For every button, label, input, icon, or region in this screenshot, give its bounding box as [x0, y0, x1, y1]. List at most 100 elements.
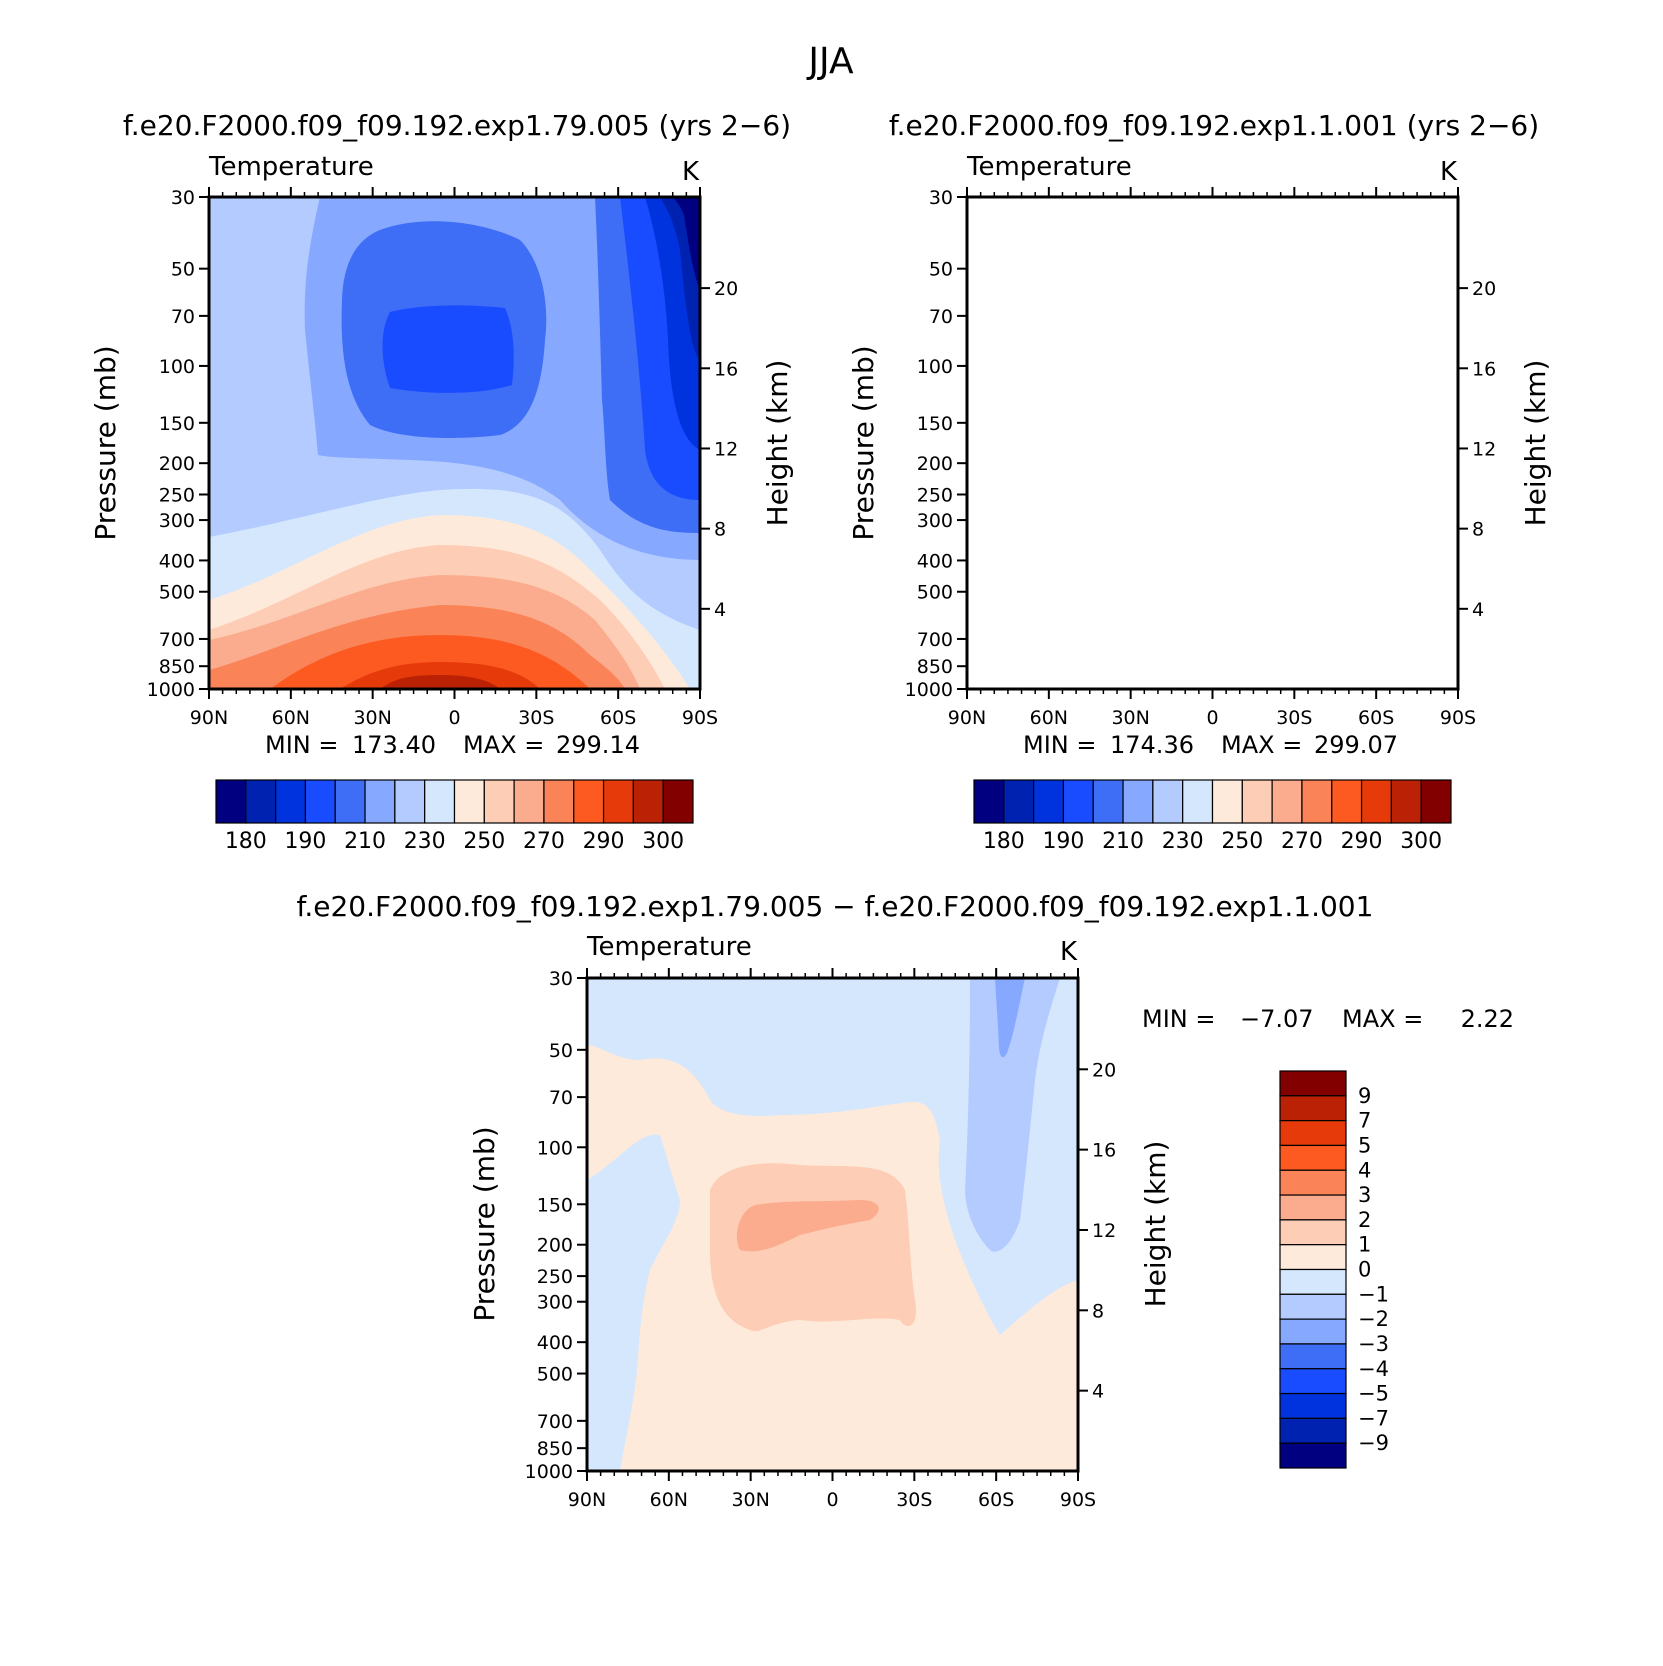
- colorbar-swatch: [215, 779, 247, 824]
- colorbar-swatch: [245, 779, 277, 824]
- contour-fill-190: [1141, 197, 1459, 500]
- contour-fill-290: [1098, 662, 1298, 689]
- colorbar-label: 270: [1281, 829, 1323, 854]
- colorbar-swatch: [453, 779, 485, 824]
- colorbar-label: 290: [583, 829, 625, 854]
- right-units: K: [1440, 157, 1458, 187]
- contour-fill-175: [1430, 197, 1458, 290]
- right-panel: 305070100150200250300400500700850100090N…: [847, 152, 1552, 854]
- left-subtitle: Temperature: [208, 152, 374, 182]
- colorbar-swatch: [1420, 779, 1452, 824]
- x-tick-label: 60N: [272, 707, 310, 729]
- right-max-label: MAX =: [1221, 731, 1302, 759]
- colorbar-label: 300: [642, 829, 684, 854]
- height-tick-label: 20: [1472, 278, 1496, 300]
- colorbar-swatch: [1033, 779, 1065, 824]
- right-max-value: 299.07: [1314, 731, 1398, 759]
- colorbar-label: 230: [1162, 829, 1204, 854]
- x-tick-label: 0: [1206, 707, 1218, 729]
- y-tick-label: 700: [917, 629, 953, 651]
- x-tick-label: 0: [826, 1489, 838, 1511]
- y-tick-label: 30: [549, 968, 573, 990]
- y-tick-label: 30: [171, 187, 195, 209]
- height-tick-label: 16: [714, 358, 738, 380]
- colorbar-swatch: [1271, 779, 1303, 824]
- left-contours: [209, 197, 700, 689]
- y-tick-label: 300: [917, 510, 953, 532]
- y-tick-label: 100: [537, 1137, 573, 1159]
- colorbar-swatch: [573, 779, 605, 824]
- colorbar-label: 210: [344, 829, 386, 854]
- colorbar-swatch: [513, 779, 545, 824]
- colorbar-swatch: [543, 779, 575, 824]
- right-axes: 305070100150200250300400500700850100090N…: [905, 187, 1496, 729]
- left-panel: 305070100150200250300400500700850100090N…: [89, 152, 794, 854]
- right-stats: MIN = 174.36 MAX = 299.07: [1023, 731, 1398, 759]
- contour-fill-180: [1418, 197, 1458, 360]
- contour-fill-pos2: [736, 1200, 879, 1252]
- colorbar-swatch: [1279, 1194, 1347, 1221]
- colorbar-swatch: [1279, 1318, 1347, 1345]
- figure-title: JJA: [806, 41, 854, 82]
- y-tick-label: 1000: [905, 679, 953, 701]
- x-tick-label: 30S: [518, 707, 554, 729]
- colorbar-label: 180: [983, 829, 1025, 854]
- x-tick-label: 30N: [1111, 707, 1149, 729]
- colorbar-swatch: [483, 779, 515, 824]
- colorbar-label: 4: [1358, 1158, 1371, 1182]
- colorbar-label: 230: [404, 829, 446, 854]
- left-ylabel-right: Height (km): [761, 360, 794, 527]
- right-ylabel-right: Height (km): [1519, 360, 1552, 527]
- colorbar-swatch: [1279, 1343, 1347, 1370]
- contour-fill-neg3: [995, 978, 1025, 1058]
- y-tick-label: 200: [917, 453, 953, 475]
- colorbar-label: 9: [1358, 1084, 1371, 1108]
- y-tick-label: 700: [537, 1411, 573, 1433]
- height-tick-label: 8: [1472, 519, 1484, 541]
- diff-max-value: 2.22: [1461, 1005, 1514, 1033]
- y-tick-label: 300: [537, 1292, 573, 1314]
- contour-fill-260: [967, 575, 1398, 689]
- colorbar-swatch: [1279, 1368, 1347, 1395]
- contour-fill-270: [967, 605, 1383, 689]
- diff-min-value: −7.07: [1240, 1005, 1314, 1033]
- y-tick-label: 250: [917, 484, 953, 506]
- colorbar-label: −5: [1358, 1382, 1389, 1406]
- height-tick-label: 4: [714, 599, 726, 621]
- colorbar-label: 5: [1358, 1133, 1371, 1157]
- colorbar-label: 2: [1358, 1208, 1371, 1232]
- contour-fill-240: [967, 515, 1448, 689]
- colorbar-label: 1: [1358, 1233, 1371, 1257]
- contour-fill-200: [341, 197, 700, 533]
- diff-subtitle: Temperature: [586, 932, 752, 962]
- colorbar-swatch: [632, 779, 664, 824]
- y-tick-label: 1000: [147, 679, 195, 701]
- colorbar-swatch: [1279, 1144, 1347, 1171]
- x-tick-label: 60S: [978, 1489, 1014, 1511]
- y-tick-label: 50: [171, 259, 195, 281]
- x-tick-label: 90S: [1440, 707, 1476, 729]
- height-tick-label: 20: [714, 278, 738, 300]
- right-colorbar: 180 190 210 230 250 270 290 300: [973, 779, 1452, 854]
- colorbar-label: −9: [1358, 1431, 1389, 1455]
- y-tick-label: 70: [549, 1087, 573, 1109]
- x-tick-label: 0: [448, 707, 460, 729]
- colorbar-label: 210: [1102, 829, 1144, 854]
- y-tick-label: 100: [159, 356, 195, 378]
- y-tick-label: 1000: [525, 1461, 573, 1483]
- y-tick-label: 200: [159, 453, 195, 475]
- x-tick-label: 90N: [568, 1489, 606, 1511]
- x-tick-label: 60S: [600, 707, 636, 729]
- contour-fill-295: [1138, 675, 1258, 689]
- x-tick-label: 60N: [650, 1489, 688, 1511]
- contour-fill-280: [1028, 635, 1348, 689]
- y-tick-label: 700: [159, 629, 195, 651]
- colorbar-swatch: [1279, 1219, 1347, 1246]
- y-tick-label: 250: [537, 1266, 573, 1288]
- colorbar-label: 0: [1358, 1258, 1371, 1282]
- y-tick-label: 30: [929, 187, 953, 209]
- colorbar-label: 180: [225, 829, 267, 854]
- colorbar-swatch: [1092, 779, 1124, 824]
